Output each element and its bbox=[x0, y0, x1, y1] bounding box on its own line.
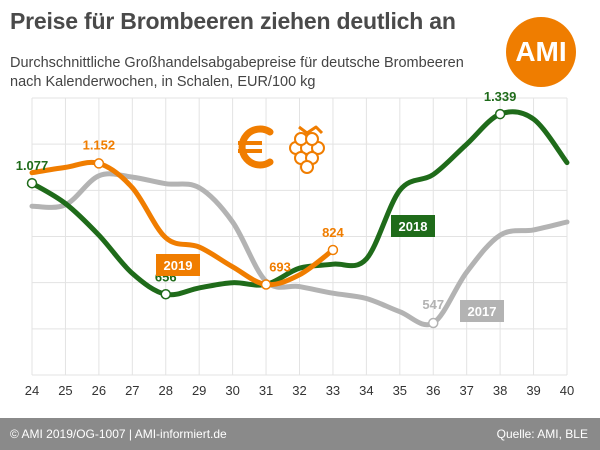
x-tick-label: 28 bbox=[159, 383, 173, 398]
x-tick-label: 33 bbox=[326, 383, 340, 398]
chart-title: Preise für Brombeeren ziehen deutlich an bbox=[10, 8, 456, 34]
data-marker bbox=[93, 158, 105, 169]
x-tick-label: 32 bbox=[292, 383, 306, 398]
source-text: Quelle: AMI, BLE bbox=[496, 427, 588, 441]
series-line-2019 bbox=[29, 159, 336, 288]
x-tick-label: 37 bbox=[459, 383, 473, 398]
x-tick-label: 39 bbox=[526, 383, 540, 398]
data-marker bbox=[494, 108, 506, 120]
euro-icon bbox=[238, 125, 274, 169]
x-tick-label: 36 bbox=[426, 383, 440, 398]
data-label: 1.152 bbox=[83, 137, 116, 152]
data-label: 547 bbox=[422, 297, 444, 312]
series-label: 2017 bbox=[468, 304, 497, 319]
x-tick-label: 26 bbox=[92, 383, 106, 398]
icon-group bbox=[238, 125, 325, 174]
data-label: 824 bbox=[322, 225, 344, 240]
x-tick-label: 25 bbox=[58, 383, 72, 398]
copyright-text: © AMI 2019/OG-1007 | AMI-informiert.de bbox=[10, 427, 227, 441]
series-line-2018 bbox=[29, 109, 570, 298]
series-label-box bbox=[156, 254, 200, 276]
data-marker bbox=[428, 317, 439, 329]
series-label: 2018 bbox=[399, 219, 428, 234]
data-marker bbox=[160, 289, 171, 300]
x-tick-label: 40 bbox=[560, 383, 574, 398]
x-axis: 24 25 26 27 28 29 30 31 32 33 34 35 36 37 38 39 40 bbox=[25, 383, 574, 398]
data-label: 1.077 bbox=[16, 158, 49, 173]
x-tick-label: 30 bbox=[225, 383, 239, 398]
series-lines bbox=[29, 109, 570, 328]
x-tick-label: 31 bbox=[259, 383, 273, 398]
x-tick-label: 29 bbox=[192, 383, 206, 398]
blackberry-icon bbox=[289, 125, 325, 174]
data-marker bbox=[327, 244, 339, 256]
footer-bar: © AMI 2019/OG-1007 | AMI-informiert.de Q… bbox=[0, 418, 600, 450]
x-tick-label: 35 bbox=[393, 383, 407, 398]
data-label: 1.339 bbox=[484, 89, 517, 104]
x-tick-label: 34 bbox=[359, 383, 373, 398]
ami-logo: AMI bbox=[506, 17, 576, 87]
series-label: 2019 bbox=[164, 258, 193, 273]
x-tick-label: 24 bbox=[25, 383, 39, 398]
series-label-box bbox=[391, 215, 435, 237]
series-labels: 2019 2018 2017 bbox=[156, 215, 504, 322]
x-tick-label: 38 bbox=[493, 383, 507, 398]
data-label: 693 bbox=[269, 260, 291, 275]
grid bbox=[31, 97, 568, 376]
x-tick-label: 27 bbox=[125, 383, 139, 398]
chart-subtitle: Durchschnittliche Großhandelsabgabepreis… bbox=[10, 55, 464, 90]
series-label-box bbox=[460, 300, 504, 322]
data-marker bbox=[26, 177, 38, 189]
data-markers bbox=[26, 108, 506, 329]
data-marker bbox=[260, 279, 272, 290]
